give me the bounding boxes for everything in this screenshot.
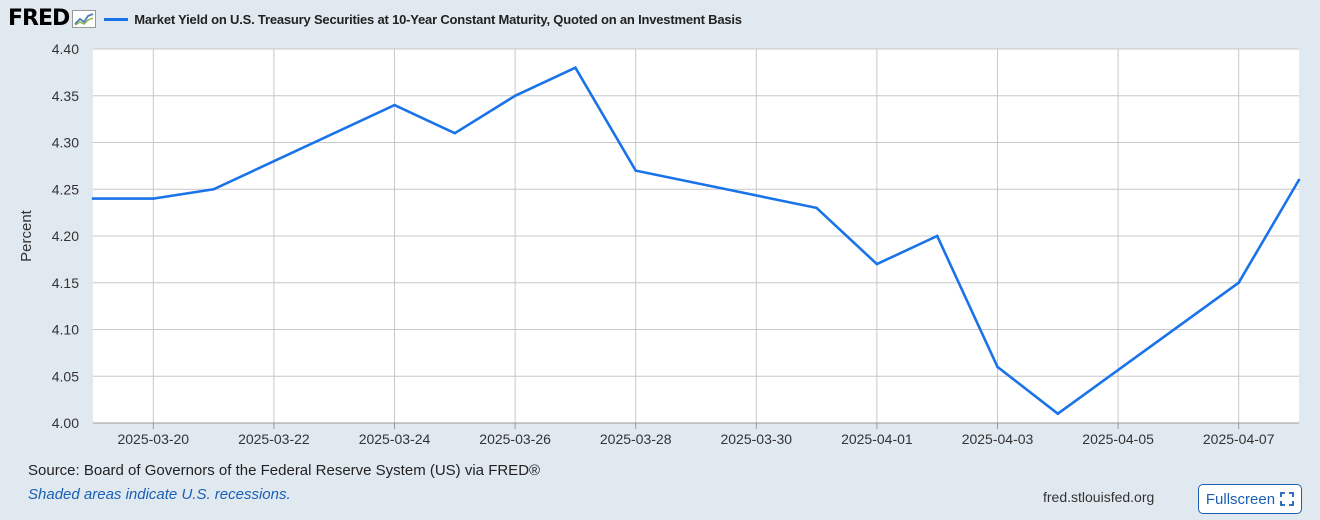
recession-note: Shaded areas indicate U.S. recessions. bbox=[28, 486, 291, 503]
x-tick-label: 2025-03-20 bbox=[117, 431, 189, 447]
chart-header: FRED Market Yield on U.S. Treasury Secur… bbox=[8, 6, 742, 32]
fullscreen-label: Fullscreen bbox=[1205, 490, 1276, 508]
data-point bbox=[91, 197, 95, 200]
data-point bbox=[1297, 178, 1301, 182]
y-tick-label: 4.35 bbox=[52, 88, 79, 104]
y-tick-label: 4.15 bbox=[52, 275, 79, 291]
chart-legend: Market Yield on U.S. Treasury Securities… bbox=[104, 12, 742, 27]
y-tick-label: 4.25 bbox=[52, 181, 79, 197]
data-point bbox=[212, 187, 215, 191]
fred-logo-text: FRED bbox=[8, 6, 70, 31]
y-tick-label: 4.10 bbox=[52, 322, 79, 338]
fullscreen-icon bbox=[1280, 492, 1294, 506]
x-tick-label: 2025-03-30 bbox=[720, 431, 792, 447]
data-point bbox=[513, 94, 517, 98]
x-tick-label: 2025-04-03 bbox=[962, 431, 1034, 447]
line-chart: 4.00 4.05 4.10 4.15 4.20 4.25 4.30 4.35 4.40 2025… bbox=[18, 41, 1301, 447]
data-point bbox=[574, 66, 577, 69]
x-tick-label: 2025-03-26 bbox=[479, 431, 551, 447]
data-point bbox=[634, 169, 637, 172]
data-point bbox=[875, 262, 879, 266]
data-point bbox=[152, 197, 155, 200]
data-point bbox=[453, 131, 457, 135]
x-tick-label: 2025-04-05 bbox=[1082, 431, 1154, 447]
fred-graph-icon bbox=[72, 10, 97, 28]
x-tick-label: 2025-04-01 bbox=[841, 431, 913, 447]
y-tick-label: 4.20 bbox=[52, 228, 79, 244]
x-tick-label: 2025-04-07 bbox=[1203, 431, 1275, 447]
data-point bbox=[996, 365, 999, 369]
y-tick-label: 4.40 bbox=[52, 41, 79, 57]
data-point bbox=[393, 103, 396, 107]
data-point bbox=[815, 206, 818, 210]
data-point bbox=[1237, 281, 1240, 285]
legend-label: Market Yield on U.S. Treasury Securities… bbox=[134, 11, 742, 27]
x-tick-label: 2025-03-22 bbox=[238, 431, 310, 447]
data-point bbox=[1056, 412, 1060, 415]
site-url[interactable]: fred.stlouisfed.org bbox=[1043, 489, 1155, 505]
source-note: Source: Board of Governors of the Federa… bbox=[28, 462, 541, 479]
legend-swatch bbox=[104, 17, 129, 21]
data-point bbox=[935, 234, 939, 238]
fullscreen-button[interactable]: Fullscreen bbox=[1198, 484, 1302, 514]
y-tick-label: 4.30 bbox=[52, 135, 79, 151]
y-tick-label: 4.05 bbox=[52, 368, 79, 384]
y-tick-label: 4.00 bbox=[52, 415, 79, 431]
y-axis-label: Percent bbox=[18, 209, 35, 262]
x-tick-label: 2025-03-28 bbox=[600, 431, 672, 447]
x-tick-label: 2025-03-24 bbox=[359, 431, 431, 447]
fred-logo[interactable]: FRED bbox=[8, 6, 97, 31]
